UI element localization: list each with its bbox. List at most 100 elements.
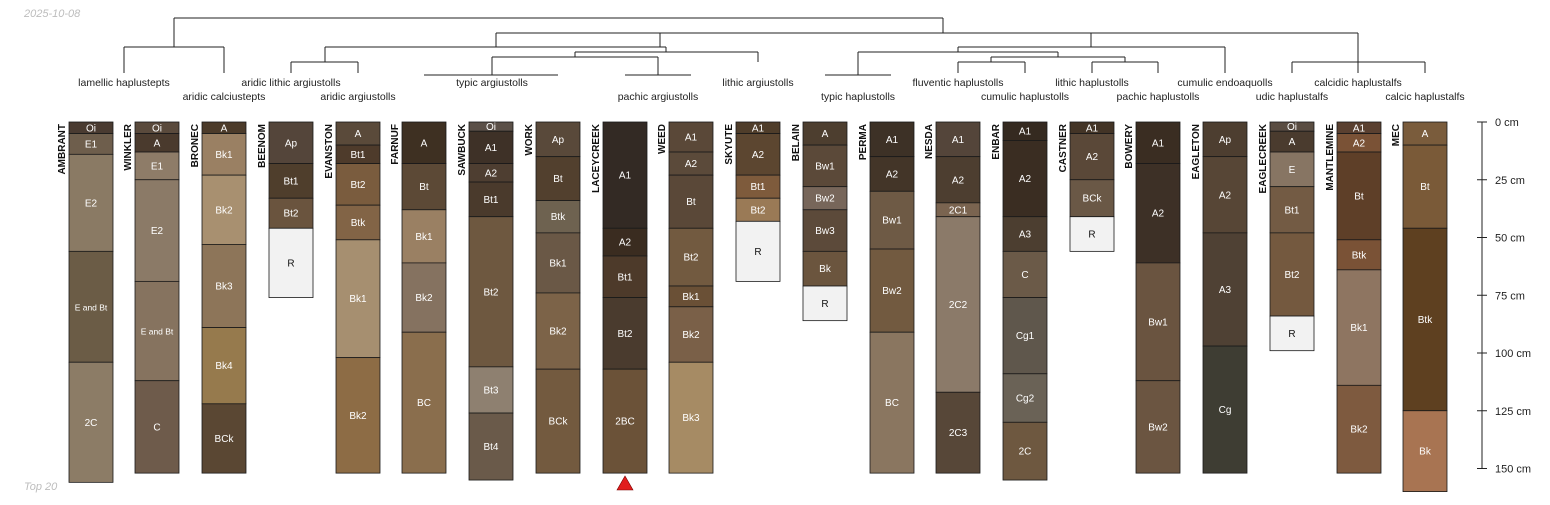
- horizon-block: [134, 151, 180, 181]
- horizon-block: [869, 190, 915, 250]
- horizon-label: A1: [1086, 123, 1099, 134]
- horizon-label: Bt2: [683, 253, 698, 264]
- horizon-label: Bt: [419, 182, 429, 193]
- horizon-block: [401, 331, 447, 474]
- horizon-label: Bk3: [682, 413, 700, 424]
- horizon-label: A1: [1019, 127, 1032, 138]
- horizon-label: E2: [151, 226, 164, 237]
- horizon-block: [802, 285, 848, 322]
- horizon-label: Ap: [1219, 135, 1232, 146]
- horizon-block: [535, 368, 581, 474]
- horizon-label: 2C1: [949, 205, 968, 216]
- horizon-label: Bw1: [815, 161, 835, 172]
- axis-tick-label: 125 cm: [1495, 406, 1531, 418]
- horizon-label: Btk: [1418, 315, 1433, 326]
- horizon-block: [201, 403, 247, 474]
- horizon-block: [1002, 297, 1048, 375]
- horizon-label: A: [822, 129, 829, 140]
- horizon-block: [1269, 315, 1315, 352]
- horizon-label: 2C: [1019, 447, 1032, 458]
- profile-winkler: Oi A E1 E2 E and Bt C WINKLER: [123, 121, 180, 474]
- horizon-label: Bk2: [1350, 425, 1368, 436]
- horizon-block: [1402, 144, 1448, 229]
- profile-weed: A1 A2 Bt Bt2 Bk1 Bk2 Bk3 WEED: [657, 121, 714, 474]
- horizon-block: [1002, 421, 1048, 481]
- horizon-label: Bw3: [815, 226, 835, 237]
- horizon-label: A1: [485, 143, 498, 154]
- horizon-label: A1: [1353, 123, 1366, 134]
- horizon-block: [602, 255, 648, 298]
- horizon-block: [335, 239, 381, 359]
- horizon-block: [1002, 216, 1048, 252]
- axis-tick-label: 50 cm: [1495, 233, 1525, 245]
- profile-name: SAWBUCK: [457, 123, 468, 175]
- horizon-label: Bt1: [1284, 205, 1299, 216]
- profile-mantlemine: A1 A2 Bt Btk Bk1 Bk2 MANTLEMINE: [1325, 121, 1382, 474]
- horizon-block: [134, 280, 180, 382]
- horizon-label: Bt: [1354, 191, 1364, 202]
- horizon-label: Bk2: [415, 293, 433, 304]
- horizon-block: [268, 197, 314, 229]
- horizon-block: [68, 361, 114, 483]
- horizon-label: E: [1289, 165, 1296, 176]
- profile-bronec: A Bk1 Bk2 Bk3 Bk4 BCk BRONEC: [190, 121, 247, 474]
- depth-axis: 0 cm 25 cm 50 cm 75 cm 100 cm 125 cm 150 cm: [1477, 117, 1531, 476]
- horizon-block: [468, 412, 514, 481]
- horizon-block: [1336, 239, 1382, 271]
- horizon-label: Bk1: [215, 150, 233, 161]
- profile-name: WINKLER: [123, 123, 134, 170]
- horizon-block: [535, 121, 581, 158]
- horizon-label: Bt3: [483, 385, 498, 396]
- horizon-block: [869, 248, 915, 333]
- horizon-block: [134, 380, 180, 474]
- profiles: Oi E1 E2 E and Bt 2C AMBRANT Oi A E1 E2 E and Bt C W…: [57, 121, 1448, 492]
- horizon-block: [668, 227, 714, 287]
- profile-eagleton: Ap A2 A3 Cg EAGLETON: [1191, 121, 1248, 474]
- horizon-label: Bt1: [283, 176, 298, 187]
- horizon-label: Bk2: [549, 327, 567, 338]
- horizon-label: A: [355, 129, 362, 140]
- horizon-label: A2: [1152, 209, 1165, 220]
- horizon-block: [1202, 232, 1248, 347]
- water-table-marker: [616, 475, 634, 491]
- horizon-label: Bk1: [682, 292, 700, 303]
- horizon-block: [735, 220, 781, 282]
- horizon-block: [1069, 216, 1115, 252]
- horizon-label: 2BC: [615, 417, 634, 428]
- horizon-block: [68, 153, 114, 252]
- horizon-block: [468, 130, 514, 164]
- horizon-block: [1069, 179, 1115, 218]
- horizon-label: Bt1: [483, 195, 498, 206]
- profile-name: EAGLECREEK: [1258, 123, 1269, 193]
- horizon-block: [1135, 121, 1181, 164]
- horizon-label: Bt: [553, 174, 563, 185]
- horizon-label: A3: [1019, 230, 1032, 241]
- horizon-block: [869, 121, 915, 158]
- horizon-label: Bt2: [283, 209, 298, 220]
- horizon-block: [1269, 151, 1315, 188]
- horizon-block: [735, 133, 781, 176]
- dendrogram: [123, 17, 1426, 76]
- horizon-block: [1069, 133, 1115, 181]
- taxon-label: lithic haplustolls: [1055, 77, 1129, 89]
- horizon-block: [602, 121, 648, 229]
- horizon-label: Oi: [1287, 122, 1297, 133]
- profile-farnuf: A Bt Bk1 Bk2 BC FARNUF: [390, 121, 447, 474]
- profile-name: CASTNER: [1058, 123, 1069, 172]
- horizon-label: BCk: [549, 417, 569, 428]
- horizon-label: A2: [619, 238, 632, 249]
- profile-name: AMBRANT: [57, 124, 68, 175]
- horizon-block: [268, 121, 314, 164]
- axis-tick-label: 100 cm: [1495, 348, 1531, 360]
- profile-work: Ap Bt Btk Bk1 Bk2 BCk WORK: [524, 121, 581, 474]
- horizon-block: [268, 227, 314, 298]
- horizon-block: [201, 133, 247, 176]
- horizon-label: Bk2: [349, 411, 367, 422]
- horizon-block: [201, 244, 247, 328]
- date-stamp: 2025-10-08: [24, 8, 81, 20]
- horizon-block: [335, 357, 381, 474]
- horizon-label: 2C3: [949, 428, 968, 439]
- taxon-label: calcic haplustalfs: [1385, 91, 1464, 103]
